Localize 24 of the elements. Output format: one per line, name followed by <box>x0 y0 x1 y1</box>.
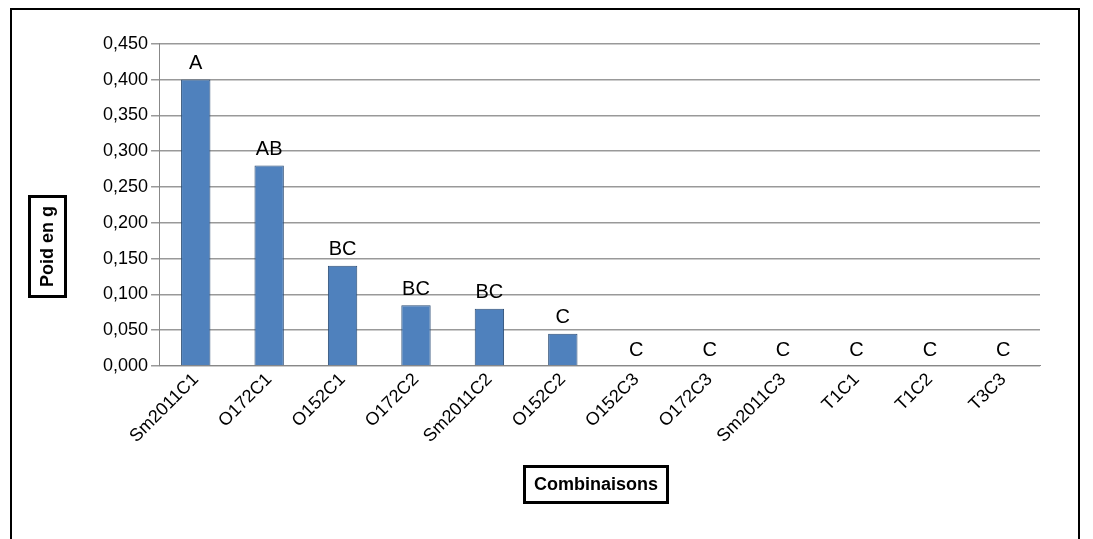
y-tick-label: 0,450 <box>103 32 149 53</box>
annotation: C <box>555 305 571 328</box>
annotation: A <box>189 51 204 74</box>
annotation: C <box>922 337 938 360</box>
annotation: C <box>775 337 791 360</box>
y-tick-label: 0,350 <box>103 104 149 125</box>
y-tick-label: 0,300 <box>103 140 149 161</box>
x-axis-title: Combinaisons <box>523 465 670 504</box>
annotation: BC <box>402 276 430 299</box>
annotation: C <box>849 337 864 360</box>
annotation: C <box>629 337 644 360</box>
y-tick-label: 0,050 <box>103 319 149 340</box>
annotation: BC <box>328 237 357 260</box>
y-tick-label: 0,150 <box>103 247 149 268</box>
y-tick-label: 0,200 <box>103 211 149 232</box>
y-axis-title: Poid en g <box>28 195 67 298</box>
annotation: C <box>996 337 1011 360</box>
annotation: AB <box>255 137 283 160</box>
annotation: C <box>702 337 717 360</box>
annotation: BC <box>475 280 504 303</box>
y-tick-label: 0,100 <box>103 283 149 304</box>
y-tick-label: 0,400 <box>103 68 149 89</box>
y-tick-label: 0,250 <box>103 175 149 196</box>
y-tick-label: 0,000 <box>103 354 149 375</box>
